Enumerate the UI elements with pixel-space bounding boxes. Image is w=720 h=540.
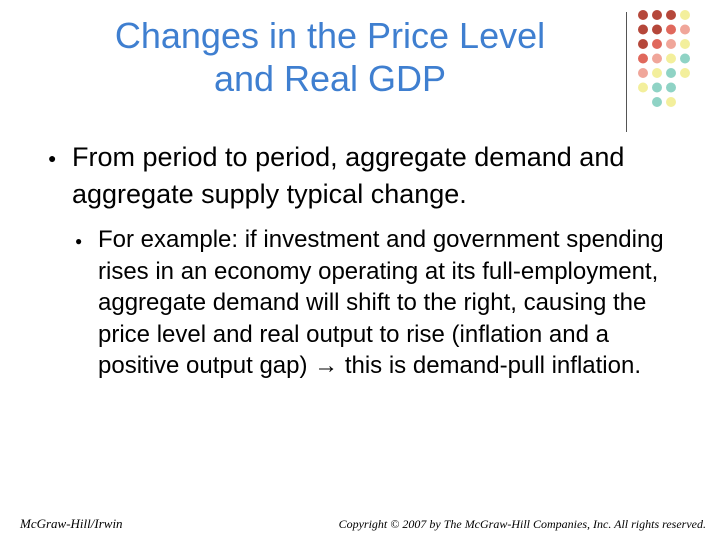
decorative-dot	[638, 82, 648, 93]
decorative-dot	[652, 97, 662, 107]
decorative-dot	[666, 97, 676, 107]
decorative-dot	[652, 53, 662, 64]
title-divider-line	[626, 12, 627, 132]
title-line-2: and Real GDP	[213, 58, 447, 99]
decorative-dot	[666, 24, 676, 35]
decorative-dot	[638, 39, 648, 49]
decorative-dot	[680, 39, 690, 49]
decorative-dot	[680, 53, 690, 64]
title-line-1: Changes in the Price Level	[114, 15, 546, 56]
copyright-footer: Copyright © 2007 by The McGraw-Hill Comp…	[338, 517, 706, 531]
decorative-dot	[680, 24, 690, 35]
slide-title: Changes in the Price Level and Real GDP	[40, 14, 620, 100]
sub-bullet-icon: ●	[75, 234, 83, 248]
decorative-dot	[652, 39, 662, 49]
main-point: From period to period, aggregate demand …	[72, 142, 625, 209]
decorative-dot	[652, 24, 662, 35]
decorative-dot	[666, 53, 676, 64]
decorative-dot	[680, 10, 690, 20]
sub-point: For example: if investment and governmen…	[98, 224, 678, 382]
decorative-dot	[638, 24, 648, 35]
right-arrow-icon: →	[314, 352, 339, 379]
sub-point-text: For example: if investment and governmen…	[98, 226, 664, 379]
decorative-dot	[680, 68, 690, 78]
decorative-dot	[666, 39, 676, 49]
publisher-footer: McGraw-Hill/Irwin	[20, 516, 123, 531]
decorative-dot	[652, 68, 662, 78]
decorative-dot	[652, 82, 662, 93]
decorative-dot	[638, 10, 648, 20]
decorative-dot	[666, 68, 676, 78]
bullet-icon: ●	[48, 150, 57, 166]
decorative-dot	[666, 82, 676, 93]
decorative-dot	[652, 10, 662, 20]
sub-point-conclusion: this is demand-pull inflation.	[338, 352, 641, 379]
decorative-dot	[666, 10, 676, 20]
decorative-dot	[638, 68, 648, 78]
decorative-dot	[638, 53, 648, 64]
